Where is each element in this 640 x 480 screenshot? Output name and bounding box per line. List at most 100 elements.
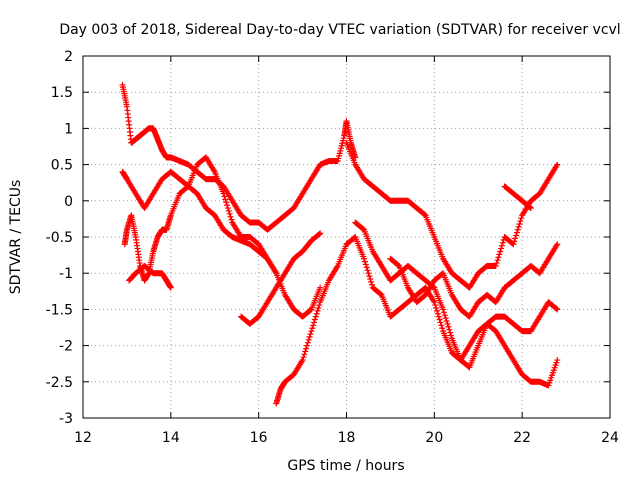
x-tick-label: 22 <box>513 430 531 446</box>
data-point <box>317 284 324 291</box>
series-track-h <box>352 219 561 371</box>
data-point <box>299 357 306 364</box>
data-point <box>554 306 561 313</box>
data-point <box>310 322 317 329</box>
data-point <box>439 325 446 332</box>
data-point <box>437 319 444 326</box>
data-point <box>311 319 318 326</box>
y-tick-label: -2.5 <box>46 375 73 391</box>
y-tick-label: 2 <box>64 49 73 65</box>
data-point <box>497 248 504 255</box>
series-track-f <box>273 234 561 407</box>
data-point <box>316 302 323 309</box>
y-tick-label: 0 <box>64 194 73 210</box>
data-point <box>365 270 372 277</box>
data-point <box>512 235 519 242</box>
data-point <box>511 238 518 245</box>
data-point <box>443 317 450 324</box>
y-tick-label: 0.5 <box>51 158 73 174</box>
series-track-b <box>119 154 324 320</box>
data-point <box>302 348 309 355</box>
x-tick-label: 16 <box>250 430 268 446</box>
data-point <box>223 199 230 206</box>
data-point <box>362 261 369 268</box>
data-point <box>554 357 561 364</box>
data-point <box>224 205 231 212</box>
data-point <box>304 339 311 346</box>
data-point <box>363 264 370 271</box>
y-tick-label: -2 <box>59 339 73 355</box>
x-tick-label: 24 <box>601 430 619 446</box>
data-point <box>433 307 440 314</box>
data-point <box>513 232 520 239</box>
x-tick-label: 12 <box>74 430 92 446</box>
y-axis-label: SDTVAR / TECUs <box>8 180 24 295</box>
y-tick-label: -1.5 <box>46 302 73 318</box>
chart-title: Day 003 of 2018, Sidereal Day-to-day VTE… <box>59 22 620 38</box>
data-point <box>554 241 561 248</box>
data-point <box>311 316 318 323</box>
data-point <box>228 216 235 223</box>
data-point <box>221 193 228 200</box>
x-axis-label: GPS time / hours <box>287 458 404 474</box>
data-point <box>306 333 313 340</box>
series-track-e <box>238 230 324 327</box>
data-point <box>527 204 534 211</box>
data-point <box>220 190 227 197</box>
data-point <box>364 267 371 274</box>
y-tick-label: -3 <box>59 411 73 427</box>
data-point <box>366 273 373 280</box>
data-point <box>432 302 439 309</box>
data-point <box>553 305 560 312</box>
data-point <box>495 254 502 261</box>
data-point <box>224 202 231 209</box>
data-point <box>496 251 503 258</box>
data-point <box>307 331 314 338</box>
data-point <box>434 310 441 317</box>
y-tick-label: -1 <box>59 266 73 282</box>
data-point <box>225 207 232 214</box>
axis-ticks <box>82 55 611 419</box>
x-tick-labels: 12 14 16 18 20 22 24 <box>74 430 619 446</box>
data-point <box>273 270 280 277</box>
data-point <box>510 241 517 248</box>
data-point <box>303 345 310 352</box>
data-point <box>445 323 452 330</box>
data-point <box>167 284 174 291</box>
grid <box>83 56 610 418</box>
data-point <box>222 196 229 203</box>
data-point <box>368 281 375 288</box>
data-point <box>448 332 455 339</box>
data-point <box>305 336 312 343</box>
data-point <box>498 242 505 249</box>
x-tick-label: 20 <box>425 430 443 446</box>
x-tick-label: 14 <box>162 430 180 446</box>
data-point <box>517 218 524 225</box>
series-track-a <box>119 81 359 233</box>
data-point <box>361 255 368 262</box>
data-point <box>435 313 442 320</box>
data-point <box>441 312 448 319</box>
data-point <box>515 223 522 230</box>
x-tick-label: 18 <box>338 430 356 446</box>
data-point <box>494 257 501 264</box>
data-point <box>314 307 321 314</box>
y-tick-label: -0.5 <box>46 230 73 246</box>
y-tick-labels: 2 1.5 1 0.5 0 -0.5 -1 -1.5 -2 -2.5 -3 <box>46 49 73 427</box>
y-tick-label: 1.5 <box>51 85 73 101</box>
data-point <box>368 278 375 285</box>
series-track-j <box>501 183 534 212</box>
data-point <box>309 325 316 332</box>
data-point <box>317 230 324 237</box>
data-point <box>303 342 310 349</box>
series-track-d <box>126 262 174 291</box>
data-point <box>367 275 374 282</box>
data-point <box>300 354 307 361</box>
data-point <box>227 213 234 220</box>
data-point <box>315 304 322 311</box>
data-point <box>446 326 453 333</box>
data-point <box>440 309 447 316</box>
data-point <box>527 205 534 212</box>
data-point <box>226 210 233 217</box>
data-point <box>436 316 443 323</box>
